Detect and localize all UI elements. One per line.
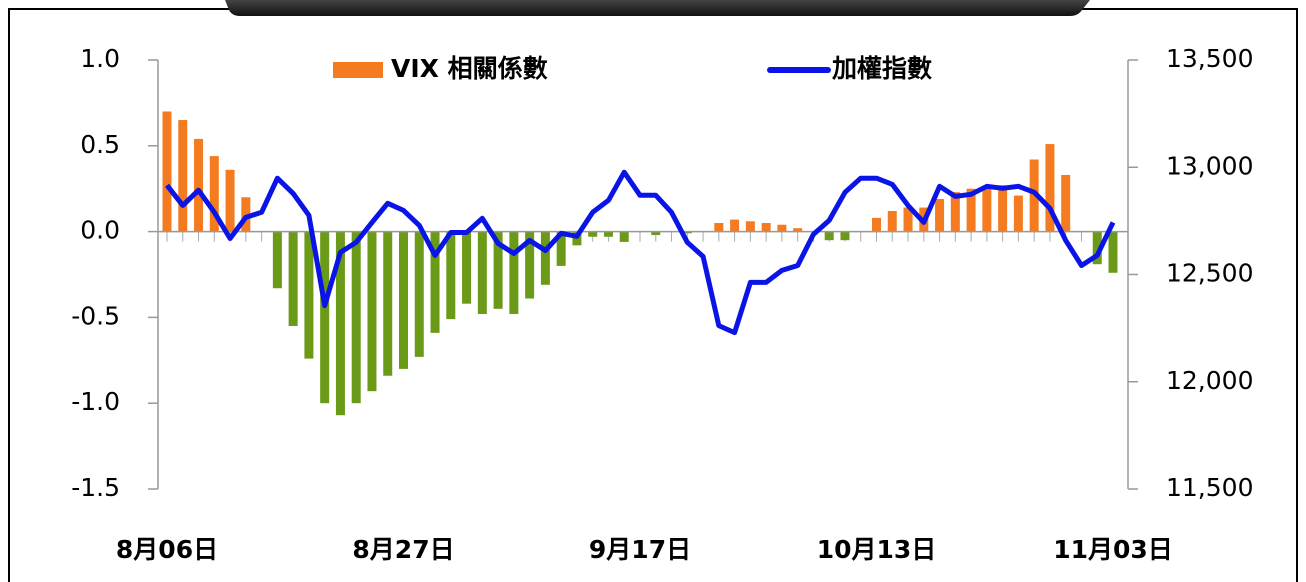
bar — [540, 231, 550, 285]
bar — [761, 223, 771, 232]
bar — [588, 231, 598, 237]
bar — [651, 231, 661, 236]
y2-tick-label: 13,000 — [1166, 151, 1253, 180]
y-tick-label: -0.5 — [71, 301, 120, 330]
top-bar — [225, 0, 1090, 16]
bar — [603, 231, 613, 237]
x-tick-label: 8月06日 — [116, 535, 218, 564]
y-tick-label: 0.5 — [80, 130, 120, 159]
bar — [1092, 231, 1102, 265]
bar — [950, 192, 960, 232]
bar — [162, 111, 172, 232]
y-tick-label: 0.0 — [80, 216, 120, 245]
bar — [351, 231, 361, 404]
bar — [872, 217, 881, 232]
x-tick-label: 8月27日 — [352, 535, 454, 564]
legend-label: 加權指數 — [831, 54, 932, 83]
legend-label: VIX 相關係數 — [391, 54, 548, 83]
bar — [477, 231, 487, 314]
y2-tick-label: 13,500 — [1166, 44, 1253, 73]
bar — [619, 231, 629, 242]
bar — [209, 156, 219, 232]
bar — [1061, 174, 1071, 232]
frame — [8, 8, 1298, 582]
bar — [399, 231, 408, 369]
bar — [793, 228, 803, 232]
bar — [335, 231, 345, 416]
bar — [730, 219, 740, 232]
bar — [887, 211, 897, 232]
y-tick-label: -1.5 — [71, 473, 120, 502]
bar — [745, 221, 755, 232]
bar — [225, 169, 235, 232]
bar — [556, 231, 566, 266]
bar — [320, 231, 330, 404]
bar — [714, 223, 724, 232]
line — [165, 169, 1116, 336]
y2-tick-label: 11,500 — [1166, 473, 1253, 502]
bar — [304, 231, 314, 359]
bar — [194, 138, 204, 232]
y-tick-label: 1.0 — [80, 44, 120, 73]
bar — [462, 231, 472, 304]
bar — [414, 231, 424, 357]
bar — [1013, 195, 1023, 232]
bar — [272, 231, 282, 289]
bar — [824, 231, 834, 241]
bar — [966, 188, 976, 232]
y2-tick-label: 12,000 — [1166, 366, 1253, 395]
legend-swatch — [333, 62, 383, 78]
x-tick-label: 10月13日 — [817, 535, 937, 564]
bar — [903, 207, 913, 232]
bar — [777, 224, 787, 232]
bar — [525, 231, 535, 299]
bar — [509, 231, 519, 314]
bar — [840, 231, 850, 241]
bar — [367, 231, 377, 392]
bar — [383, 231, 393, 376]
bar — [288, 231, 298, 326]
y-tick-label: -1.0 — [71, 387, 120, 416]
y2-tick-label: 12,500 — [1166, 259, 1253, 288]
bar — [1045, 144, 1055, 232]
bar — [1108, 231, 1118, 273]
bar — [982, 186, 992, 232]
x-tick-label: 11月03日 — [1053, 535, 1173, 564]
bar — [682, 231, 692, 234]
bar — [241, 197, 251, 232]
bar — [493, 231, 503, 309]
bar — [446, 231, 456, 320]
bar — [178, 120, 188, 232]
x-tick-label: 9月17日 — [589, 535, 691, 564]
bar — [935, 198, 945, 232]
bar — [430, 231, 440, 333]
bar — [998, 185, 1008, 232]
